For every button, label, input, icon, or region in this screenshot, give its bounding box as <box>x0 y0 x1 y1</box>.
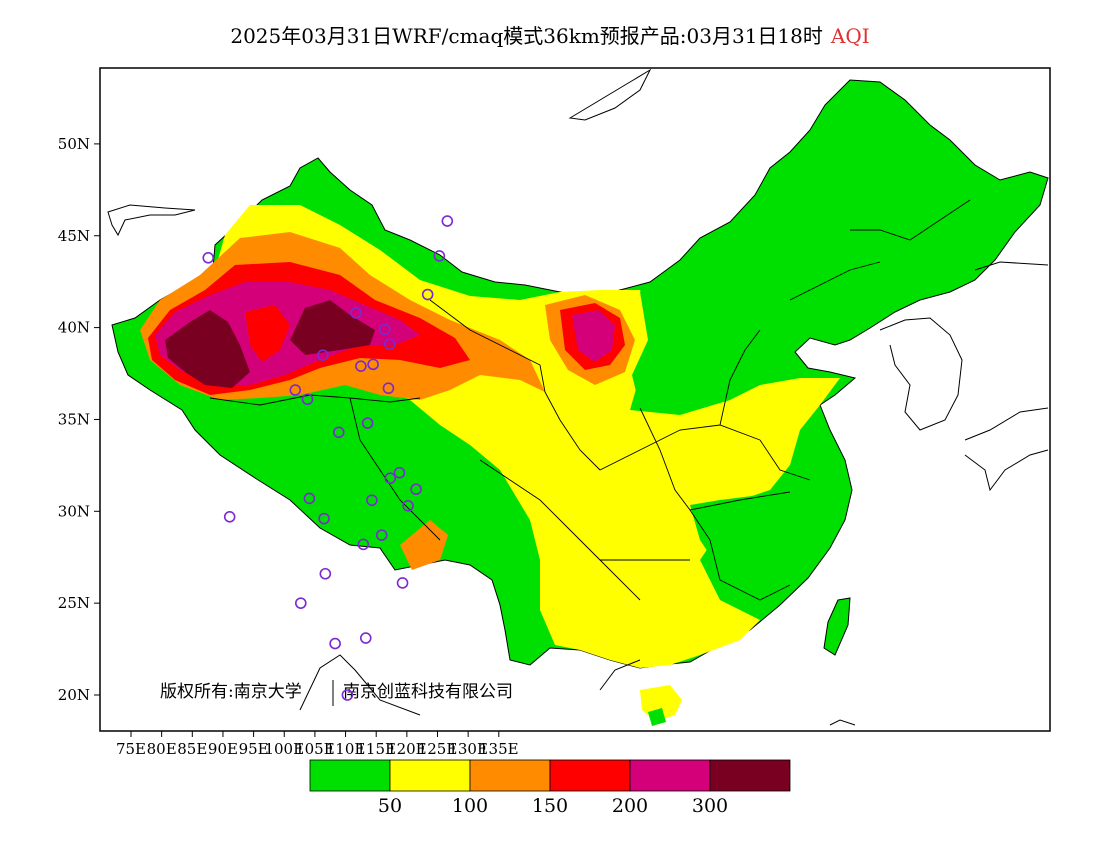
city-marker <box>421 288 434 301</box>
y-tick-label: 40N <box>58 319 90 337</box>
map-frame <box>99 67 1051 732</box>
city-marker <box>393 466 406 479</box>
city-marker <box>357 538 370 551</box>
maroon-core-west <box>165 310 250 388</box>
map-content <box>107 68 1049 726</box>
city-marker <box>367 358 379 371</box>
city-marker <box>317 349 329 361</box>
red-core <box>245 305 290 362</box>
city-marker <box>396 577 409 589</box>
city-marker <box>350 307 362 319</box>
y-tick-label: 30N <box>58 502 90 520</box>
city-marker <box>318 512 330 525</box>
city-marker <box>410 483 422 496</box>
baikal <box>568 68 652 121</box>
kazakh-coast <box>107 204 196 237</box>
map-title: 2025年03月31日WRF/cmaq模式36km预报产品:03月31日18时 A… <box>0 20 1100 49</box>
x-tick-label: 85E <box>177 740 207 758</box>
y-axis-ticks: 20N 25N 30N 35N 40N 45N 50N <box>58 135 100 704</box>
city-marker <box>402 499 414 512</box>
city-marker <box>223 511 236 523</box>
city-markers <box>202 215 454 701</box>
city-marker <box>359 632 372 644</box>
x-tick-label: 125E <box>418 740 458 758</box>
city-marker <box>202 251 215 264</box>
magenta-ningxia <box>572 310 615 362</box>
sea-line <box>299 654 421 716</box>
city-marker <box>375 529 388 541</box>
colorbar-label: 50 <box>378 795 402 817</box>
x-tick-label: 100E <box>264 740 304 758</box>
city-marker <box>301 393 314 406</box>
y-tick-label: 50N <box>58 135 90 153</box>
green-east-patch <box>690 490 810 610</box>
city-marker <box>366 494 378 507</box>
city-marker <box>289 384 302 396</box>
x-tick-label: 135E <box>479 740 519 758</box>
hainan-green <box>648 708 666 726</box>
x-tick-label: 75E <box>116 740 146 758</box>
city-marker <box>378 323 391 336</box>
x-tick-label: 130E <box>448 740 488 758</box>
y-tick-label: 20N <box>58 686 90 704</box>
y-tick-label: 25N <box>58 594 90 612</box>
city-marker <box>384 472 397 485</box>
x-tick-label: 80E <box>147 740 177 758</box>
colorbar-label: 200 <box>612 795 648 817</box>
orange-tibet <box>400 520 448 570</box>
japan-coast <box>964 261 1049 492</box>
city-marker <box>333 426 345 439</box>
x-tick-label: 110E <box>326 740 366 758</box>
x-tick-label: 95E <box>239 740 269 758</box>
colorbar-label: 150 <box>532 795 568 817</box>
title-main: 2025年03月31日WRF/cmaq模式36km预报产品:03月31日18时 <box>230 24 823 48</box>
city-marker <box>441 215 454 227</box>
x-tick-label: 90E <box>208 740 238 758</box>
colorbar-label: 300 <box>692 795 728 817</box>
colorbar-swatch <box>389 759 471 792</box>
x-axis-ticks: 75E 80E 85E 90E 95E100E105E110E115E120E125E1… <box>116 731 519 758</box>
colorbar-swatch <box>629 759 711 792</box>
city-marker <box>329 637 341 650</box>
green-north-patch <box>632 262 795 408</box>
copyright-text: 版权所有:南京大学 <box>160 682 302 702</box>
x-tick-label: 120E <box>387 740 427 758</box>
city-marker <box>361 417 374 429</box>
city-marker <box>355 360 367 372</box>
maroon-core-east <box>290 300 375 355</box>
city-marker <box>433 250 446 262</box>
colorbar: 50 100 150 200 300 <box>309 759 791 817</box>
city-marker <box>341 689 354 701</box>
colorbar-swatch <box>549 759 631 792</box>
colorbar-label: 100 <box>452 795 488 817</box>
city-marker <box>382 382 395 395</box>
copyright-text-2: 南京创蓝科技有限公司 <box>343 682 513 702</box>
city-marker <box>319 567 332 580</box>
title-indicator: AQI <box>830 24 870 48</box>
city-marker <box>303 492 316 505</box>
city-marker <box>295 597 307 609</box>
colorbar-swatch <box>709 759 791 792</box>
bay-coast <box>599 659 856 726</box>
x-tick-label: 115E <box>356 740 396 758</box>
colorbar-swatch <box>309 759 391 792</box>
colorbar-swatch <box>469 759 551 792</box>
korea-coast <box>879 317 963 431</box>
province-lines <box>209 199 971 601</box>
y-tick-label: 35N <box>58 410 90 428</box>
x-tick-label: 105E <box>295 740 335 758</box>
y-tick-label: 45N <box>58 227 90 245</box>
taiwan <box>823 597 851 656</box>
city-marker <box>383 338 396 350</box>
